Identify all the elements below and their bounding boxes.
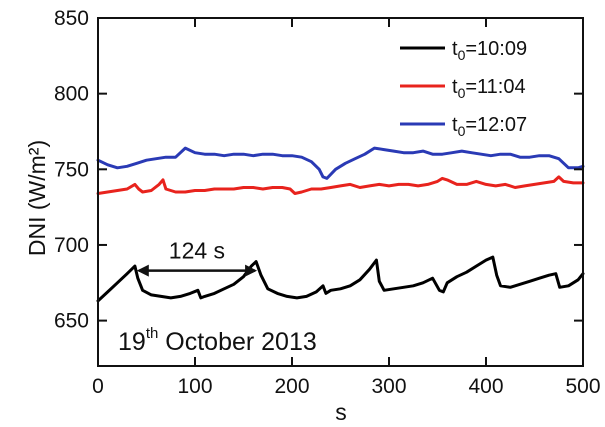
tick-labels-layer: 0 100 200 300 400 500 650 700 750 800 850 — [54, 7, 601, 398]
y-tick-label: 850 — [54, 7, 89, 30]
y-axis-label: DNI (W/m²) — [24, 140, 50, 256]
legend-label-0: t0=10:09 — [452, 38, 527, 63]
x-tick-label: 500 — [565, 375, 600, 398]
date-label: 19th October 2013 — [118, 325, 317, 356]
plot-frame — [97, 17, 584, 367]
x-axis-label: s — [335, 399, 347, 425]
x-tick-label: 300 — [371, 375, 406, 398]
x-tick-label: 0 — [92, 375, 104, 398]
period-arrow-head-right — [245, 264, 258, 277]
y-tick-label: 750 — [54, 158, 89, 181]
legend-label-1: t0=11:04 — [452, 76, 526, 101]
y-tick-label: 800 — [54, 83, 89, 106]
x-tick-label: 100 — [177, 375, 212, 398]
legend: t0=10:09 t0=11:04 t0=12:07 — [400, 38, 527, 139]
series-line-0 — [96, 255, 585, 303]
x-tick-label: 400 — [468, 375, 503, 398]
x-tick-label: 200 — [274, 375, 309, 398]
legend-label-2: t0=12:07 — [452, 114, 527, 139]
series-layer — [96, 146, 585, 303]
annotation-layer: 124 s 19th October 2013 — [118, 238, 317, 356]
y-tick-label: 650 — [54, 310, 89, 333]
period-arrow-head-left — [136, 264, 149, 277]
series-line-2 — [96, 146, 585, 180]
period-label: 124 s — [169, 238, 225, 264]
series-line-1 — [96, 175, 585, 195]
y-tick-label: 700 — [54, 234, 89, 257]
